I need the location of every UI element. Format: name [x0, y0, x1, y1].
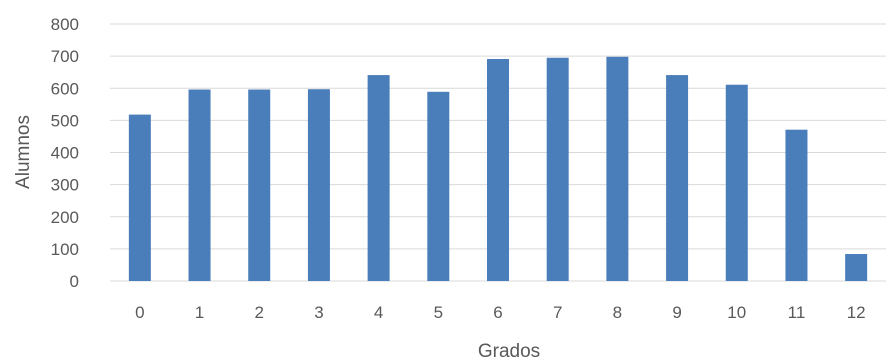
bar	[666, 75, 689, 281]
y-tick-label: 300	[51, 176, 79, 195]
bar	[367, 75, 390, 281]
x-tick-label: 3	[314, 303, 323, 322]
y-axis-title: Alumnos	[13, 115, 34, 189]
y-tick-label: 800	[51, 15, 79, 34]
x-tick-label: 8	[613, 303, 622, 322]
bar	[188, 89, 211, 281]
x-tick-label: 11	[788, 303, 806, 322]
bar	[487, 59, 509, 281]
bar	[546, 57, 569, 282]
bar	[248, 89, 271, 281]
x-tick-label: 6	[493, 303, 502, 322]
bar	[128, 114, 151, 281]
bar	[785, 129, 808, 281]
bar	[845, 254, 868, 281]
bar	[725, 84, 748, 281]
y-tick-label: 200	[51, 208, 79, 227]
x-tick-label: 12	[847, 303, 866, 322]
x-tick-label: 7	[553, 303, 562, 322]
bars	[128, 56, 868, 282]
y-tick-label: 700	[51, 47, 79, 66]
x-tick-label: 2	[254, 303, 263, 322]
y-tick-label: 500	[51, 111, 79, 130]
bar	[307, 89, 330, 282]
x-tick-label: 1	[195, 303, 204, 322]
x-axis-title: Grados	[478, 341, 540, 360]
x-tick-label: 10	[727, 303, 746, 322]
y-axis-tick-labels: 0 100 200 300 400 500 600 700 800	[51, 15, 79, 291]
y-tick-label: 0	[70, 272, 79, 291]
bar	[427, 91, 450, 281]
y-tick-label: 400	[51, 144, 79, 163]
y-tick-label: 100	[51, 240, 79, 259]
bar	[606, 56, 629, 281]
x-tick-label: 4	[374, 303, 383, 322]
x-tick-label: 5	[434, 303, 443, 322]
x-tick-label: 0	[135, 303, 144, 322]
x-axis-tick-labels: 0 1 2 3 4 5 6 7 8 9 10 11 12	[135, 303, 866, 322]
y-tick-label: 600	[51, 79, 79, 98]
x-tick-label: 9	[672, 303, 681, 322]
